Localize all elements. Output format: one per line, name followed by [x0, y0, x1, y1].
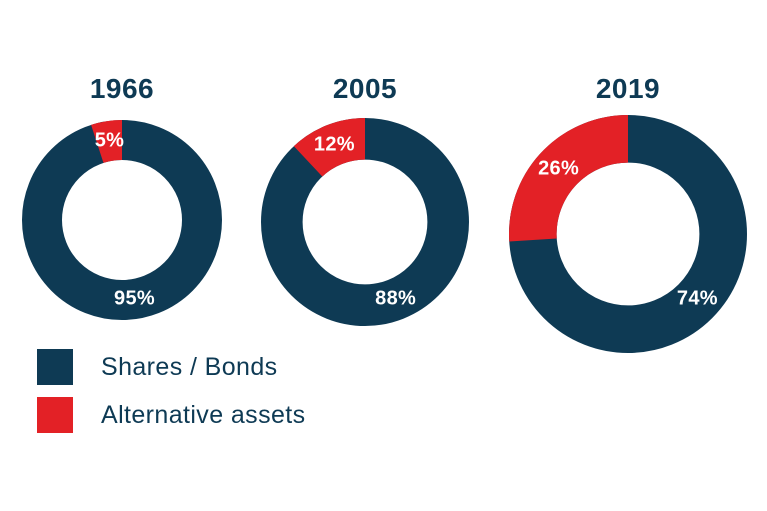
slice-label-shares-bonds: 88% — [375, 287, 417, 310]
legend-swatch-alternative-assets — [37, 397, 73, 433]
legend-item-alternative-assets: Alternative assets — [37, 397, 306, 433]
chart-title-1966: 1966 — [89, 73, 155, 104]
legend-label-shares-bonds: Shares / Bonds — [101, 352, 278, 381]
slice-label-shares-bonds: 95% — [114, 287, 155, 310]
slice-label-alternative-assets: 12% — [313, 133, 355, 156]
legend: Shares / Bonds Alternative assets — [37, 349, 306, 445]
donut-chart-1966: 95% 5% — [22, 120, 222, 320]
legend-label-alternative-assets: Alternative assets — [101, 400, 306, 429]
slice-label-alternative-assets: 5% — [94, 129, 125, 152]
donut-chart-2005: 88% 12% — [261, 118, 469, 326]
slice-label-alternative-assets: 26% — [538, 157, 580, 180]
donut-chart-2019: 74% 26% — [509, 115, 747, 353]
chart-title-2019: 2019 — [595, 73, 661, 104]
chart-title-2005: 2005 — [332, 73, 398, 104]
slice-label-shares-bonds: 74% — [676, 287, 718, 310]
legend-swatch-shares-bonds — [37, 349, 73, 385]
legend-item-shares-bonds: Shares / Bonds — [37, 349, 306, 385]
